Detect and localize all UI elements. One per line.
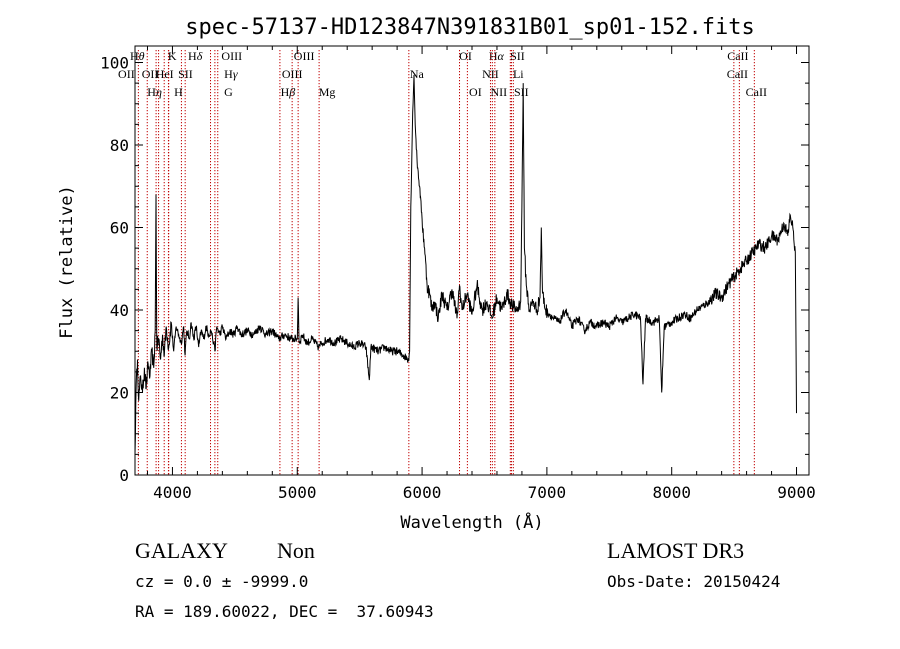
line-marker-label: Hα	[489, 49, 505, 63]
y-tick-label: 20	[110, 384, 129, 403]
y-tick-label: 40	[110, 301, 129, 320]
line-marker-label: Na	[410, 67, 425, 81]
line-marker-label: Hη	[147, 85, 162, 99]
x-tick-label: 6000	[403, 483, 442, 502]
object-class: GALAXY	[135, 538, 228, 563]
line-marker-label: Hθ	[130, 49, 145, 63]
line-marker-label: H	[174, 85, 183, 99]
line-marker-label: G	[224, 85, 233, 99]
obs-date: Obs-Date: 20150424	[607, 572, 781, 591]
spectrum-line	[134, 74, 797, 455]
line-marker-label: OIII	[294, 49, 315, 63]
x-tick-label: 9000	[777, 483, 816, 502]
x-tick-label: 7000	[528, 483, 567, 502]
line-marker-label: Hγ	[224, 67, 238, 81]
y-tick-label: 60	[110, 219, 129, 238]
line-marker-label: OIII	[221, 49, 242, 63]
line-marker-label: K	[168, 49, 177, 63]
chart-title: spec-57137-HD123847N391831B01_sp01-152.f…	[185, 15, 755, 40]
line-marker-label: OIII	[282, 67, 303, 81]
line-marker-label: CaII	[746, 85, 767, 99]
coordinates: RA = 189.60022, DEC = 37.60943	[135, 602, 434, 621]
y-tick-label: 0	[119, 466, 129, 485]
line-marker-label: OI	[469, 85, 482, 99]
plot-frame	[134, 45, 810, 476]
axis-ticks: 4000 5000 6000 7000 8000 9000 0 20 40 60 80 100	[100, 46, 816, 502]
line-marker-label: CaII	[727, 67, 748, 81]
y-tick-label: 100	[100, 54, 129, 73]
line-marker-label: Mg	[319, 85, 336, 99]
line-marker-label: CaII	[727, 49, 748, 63]
line-marker-label: OII	[118, 67, 135, 81]
y-tick-label: 80	[110, 136, 129, 155]
x-tick-label: 8000	[652, 483, 691, 502]
survey-release: LAMOST DR3	[607, 538, 745, 563]
x-tick-label: 4000	[153, 483, 192, 502]
line-marker-label: SII	[510, 49, 525, 63]
line-marker-label: OI	[459, 49, 472, 63]
redshift-cz: cz = 0.0 ± -9999.0	[135, 572, 309, 591]
line-marker-label: NII	[482, 67, 499, 81]
x-axis-label: Wavelength (Å)	[400, 511, 543, 533]
line-marker-label: OII	[142, 67, 159, 81]
object-subclass: Non	[277, 538, 315, 563]
line-markers: OIIHθOIIHηHeIKSIIHHδOIIIHγGHβOIIIOIIIMgN…	[118, 49, 767, 475]
line-marker-label: SII	[514, 85, 529, 99]
line-marker-label: Li	[513, 67, 524, 81]
line-marker-label: Hβ	[281, 85, 296, 99]
line-marker-label: NII	[491, 85, 508, 99]
x-tick-label: 5000	[278, 483, 317, 502]
line-marker-label: Hδ	[188, 49, 203, 63]
y-axis-label: Flux (relative)	[57, 185, 77, 339]
